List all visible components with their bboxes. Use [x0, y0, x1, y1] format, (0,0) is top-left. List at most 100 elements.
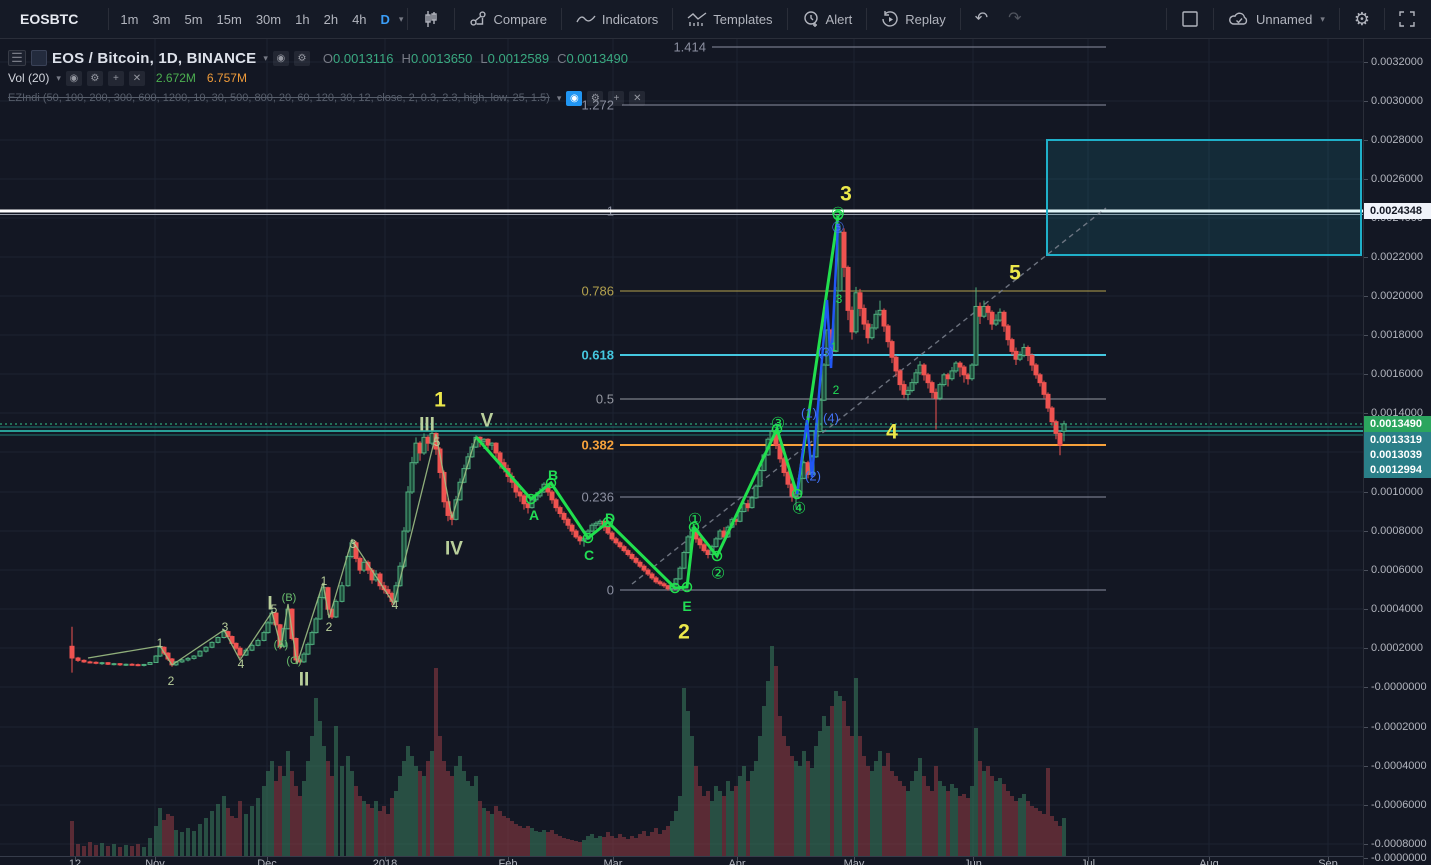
volume-bar: [294, 786, 298, 856]
volume-study-label[interactable]: Vol (20): [8, 71, 50, 85]
gear-icon[interactable]: ⚙: [86, 70, 103, 86]
ohlc-value: 0.0012589: [487, 50, 550, 66]
wave-label: 2: [678, 621, 690, 644]
volume-bar: [806, 761, 810, 856]
interval-selected[interactable]: D: [380, 11, 390, 27]
volume-bar: [790, 756, 794, 856]
undo-button[interactable]: ↶: [965, 0, 998, 38]
candle-body: [69, 645, 75, 659]
candle-body: [613, 538, 619, 544]
close-icon[interactable]: ✕: [128, 70, 145, 86]
volume-bar: [826, 726, 830, 856]
volume-bar: [166, 814, 170, 856]
alert-button[interactable]: Alert: [792, 0, 863, 38]
volume-bar: [686, 711, 690, 856]
volume-bar: [782, 736, 786, 856]
candle-body: [701, 544, 707, 552]
volume-bar: [490, 814, 494, 856]
chevron-down-icon[interactable]: ▾: [56, 72, 61, 83]
price-tick: 0.0032000: [1364, 55, 1431, 70]
candle-body: [309, 632, 315, 645]
volume-bar: [726, 781, 730, 856]
volume-bar: [390, 798, 394, 856]
volume-bar: [970, 786, 974, 856]
chart-pane[interactable]: 1.414 1.272 1 0.786 0.618 0.5 0.382 0.236 0 1 2 3 4 5…: [0, 0, 1363, 856]
save-layout-button[interactable]: Unnamed ▾: [1218, 0, 1335, 38]
volume-bar: [610, 836, 614, 856]
chevron-down-icon[interactable]: ▾: [263, 52, 268, 63]
eye-icon[interactable]: ◉: [272, 50, 289, 66]
gear-icon[interactable]: ⚙: [587, 90, 604, 106]
divider: [454, 8, 456, 30]
templates-button[interactable]: Templates: [677, 0, 782, 38]
interval-15m[interactable]: 15m: [216, 11, 242, 27]
interval-1h[interactable]: 1h: [295, 11, 310, 27]
plus-icon[interactable]: +: [608, 90, 625, 106]
interval-3m[interactable]: 3m: [152, 11, 171, 27]
volume-bar: [930, 791, 934, 856]
candle-body: [421, 436, 427, 454]
close-icon[interactable]: ✕: [629, 90, 646, 106]
candle-body: [1061, 423, 1067, 432]
legend-menu-icon[interactable]: ☰: [8, 50, 26, 66]
candle-body: [1053, 421, 1059, 434]
plus-icon[interactable]: +: [107, 70, 124, 86]
wave-label: 1: [831, 340, 838, 354]
indicators-button[interactable]: Indicators: [566, 0, 668, 38]
interval-2h[interactable]: 2h: [323, 11, 339, 27]
candle-body: [75, 657, 81, 661]
interval-5m[interactable]: 5m: [184, 11, 203, 27]
replay-button[interactable]: Replay: [871, 0, 955, 38]
candle-body: [629, 553, 635, 559]
time-label: May: [843, 858, 865, 865]
candle-body: [135, 664, 141, 667]
volume-bar: [814, 746, 818, 856]
alert-clock-icon: [803, 11, 818, 27]
time-tick: [1088, 857, 1089, 861]
price-tick: 0.0026000: [1364, 172, 1431, 187]
chevron-down-icon[interactable]: ▾: [556, 92, 562, 103]
layout-select-button[interactable]: [1171, 0, 1209, 38]
time-tick: [854, 857, 855, 861]
settings-button[interactable]: ⚙: [1344, 0, 1380, 38]
volume-bar: [786, 746, 790, 856]
volume-bar: [478, 801, 482, 856]
candle-body: [249, 644, 255, 651]
volume-bar: [314, 698, 318, 856]
fullscreen-button[interactable]: [1389, 0, 1431, 38]
elliott-wave-blue: [795, 223, 840, 495]
candle-body: [573, 530, 579, 538]
interval-30m[interactable]: 30m: [255, 11, 282, 27]
compare-button[interactable]: Compare: [459, 0, 556, 38]
candle-body: [345, 555, 351, 587]
divider: [407, 8, 409, 30]
volume-bar: [510, 821, 514, 856]
redo-button[interactable]: ↷: [998, 0, 1031, 38]
gear-icon[interactable]: ⚙: [293, 50, 310, 66]
price-label: 0.0013490: [1364, 416, 1431, 432]
wave-label: V: [481, 411, 494, 432]
chevron-down-icon[interactable]: ▾: [398, 13, 404, 24]
chart-style-button[interactable]: [412, 0, 450, 38]
redo-icon: ↷: [1008, 10, 1022, 27]
interval-1m[interactable]: 1m: [120, 11, 139, 27]
eye-icon-active[interactable]: ◉: [566, 90, 583, 106]
volume-bar: [938, 781, 942, 856]
price-axis[interactable]: 0.0032000 0.0030000 0.0028000 0.0026000 0.00…: [1363, 0, 1431, 865]
wave-pivot: [791, 488, 803, 500]
chart-canvas[interactable]: 1.414 1.272 1 0.786 0.618 0.5 0.382 0.236 0 1 2 3 4 5…: [0, 0, 1363, 856]
candle-body: [873, 313, 879, 329]
symbol-button[interactable]: EOSBTC: [20, 11, 79, 27]
volume-bar: [82, 846, 86, 856]
time-axis[interactable]: 12 Nov Dec 2018 Feb Mar Apr May Jun Jul Aug Sep: [0, 856, 1363, 865]
volume-bar: [434, 668, 438, 856]
candle-body: [1049, 407, 1055, 423]
indicator-title[interactable]: EZIndi (50, 100, 200, 300, 600, 1200, 10…: [8, 92, 550, 104]
eye-icon[interactable]: ◉: [65, 70, 82, 86]
cloud-check-icon: [1229, 12, 1248, 25]
candle-body: [141, 663, 147, 666]
price-tick: -0.0000000: [1364, 851, 1431, 865]
interval-4h[interactable]: 4h: [352, 11, 367, 27]
symbol-title[interactable]: EOS / Bitcoin, 1D, BINANCE: [52, 49, 257, 67]
wave-label: ②: [711, 566, 725, 583]
